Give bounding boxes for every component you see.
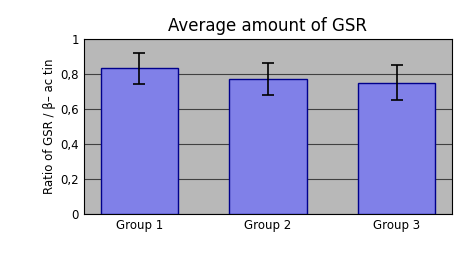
Bar (101, 68, 178, 214)
Bar (358, 83, 435, 214)
Bar (229, 79, 307, 214)
Title: Average amount of GSR: Average amount of GSR (168, 17, 368, 35)
Y-axis label: Ratio of GSR / β– ac tin: Ratio of GSR / β– ac tin (43, 59, 56, 194)
